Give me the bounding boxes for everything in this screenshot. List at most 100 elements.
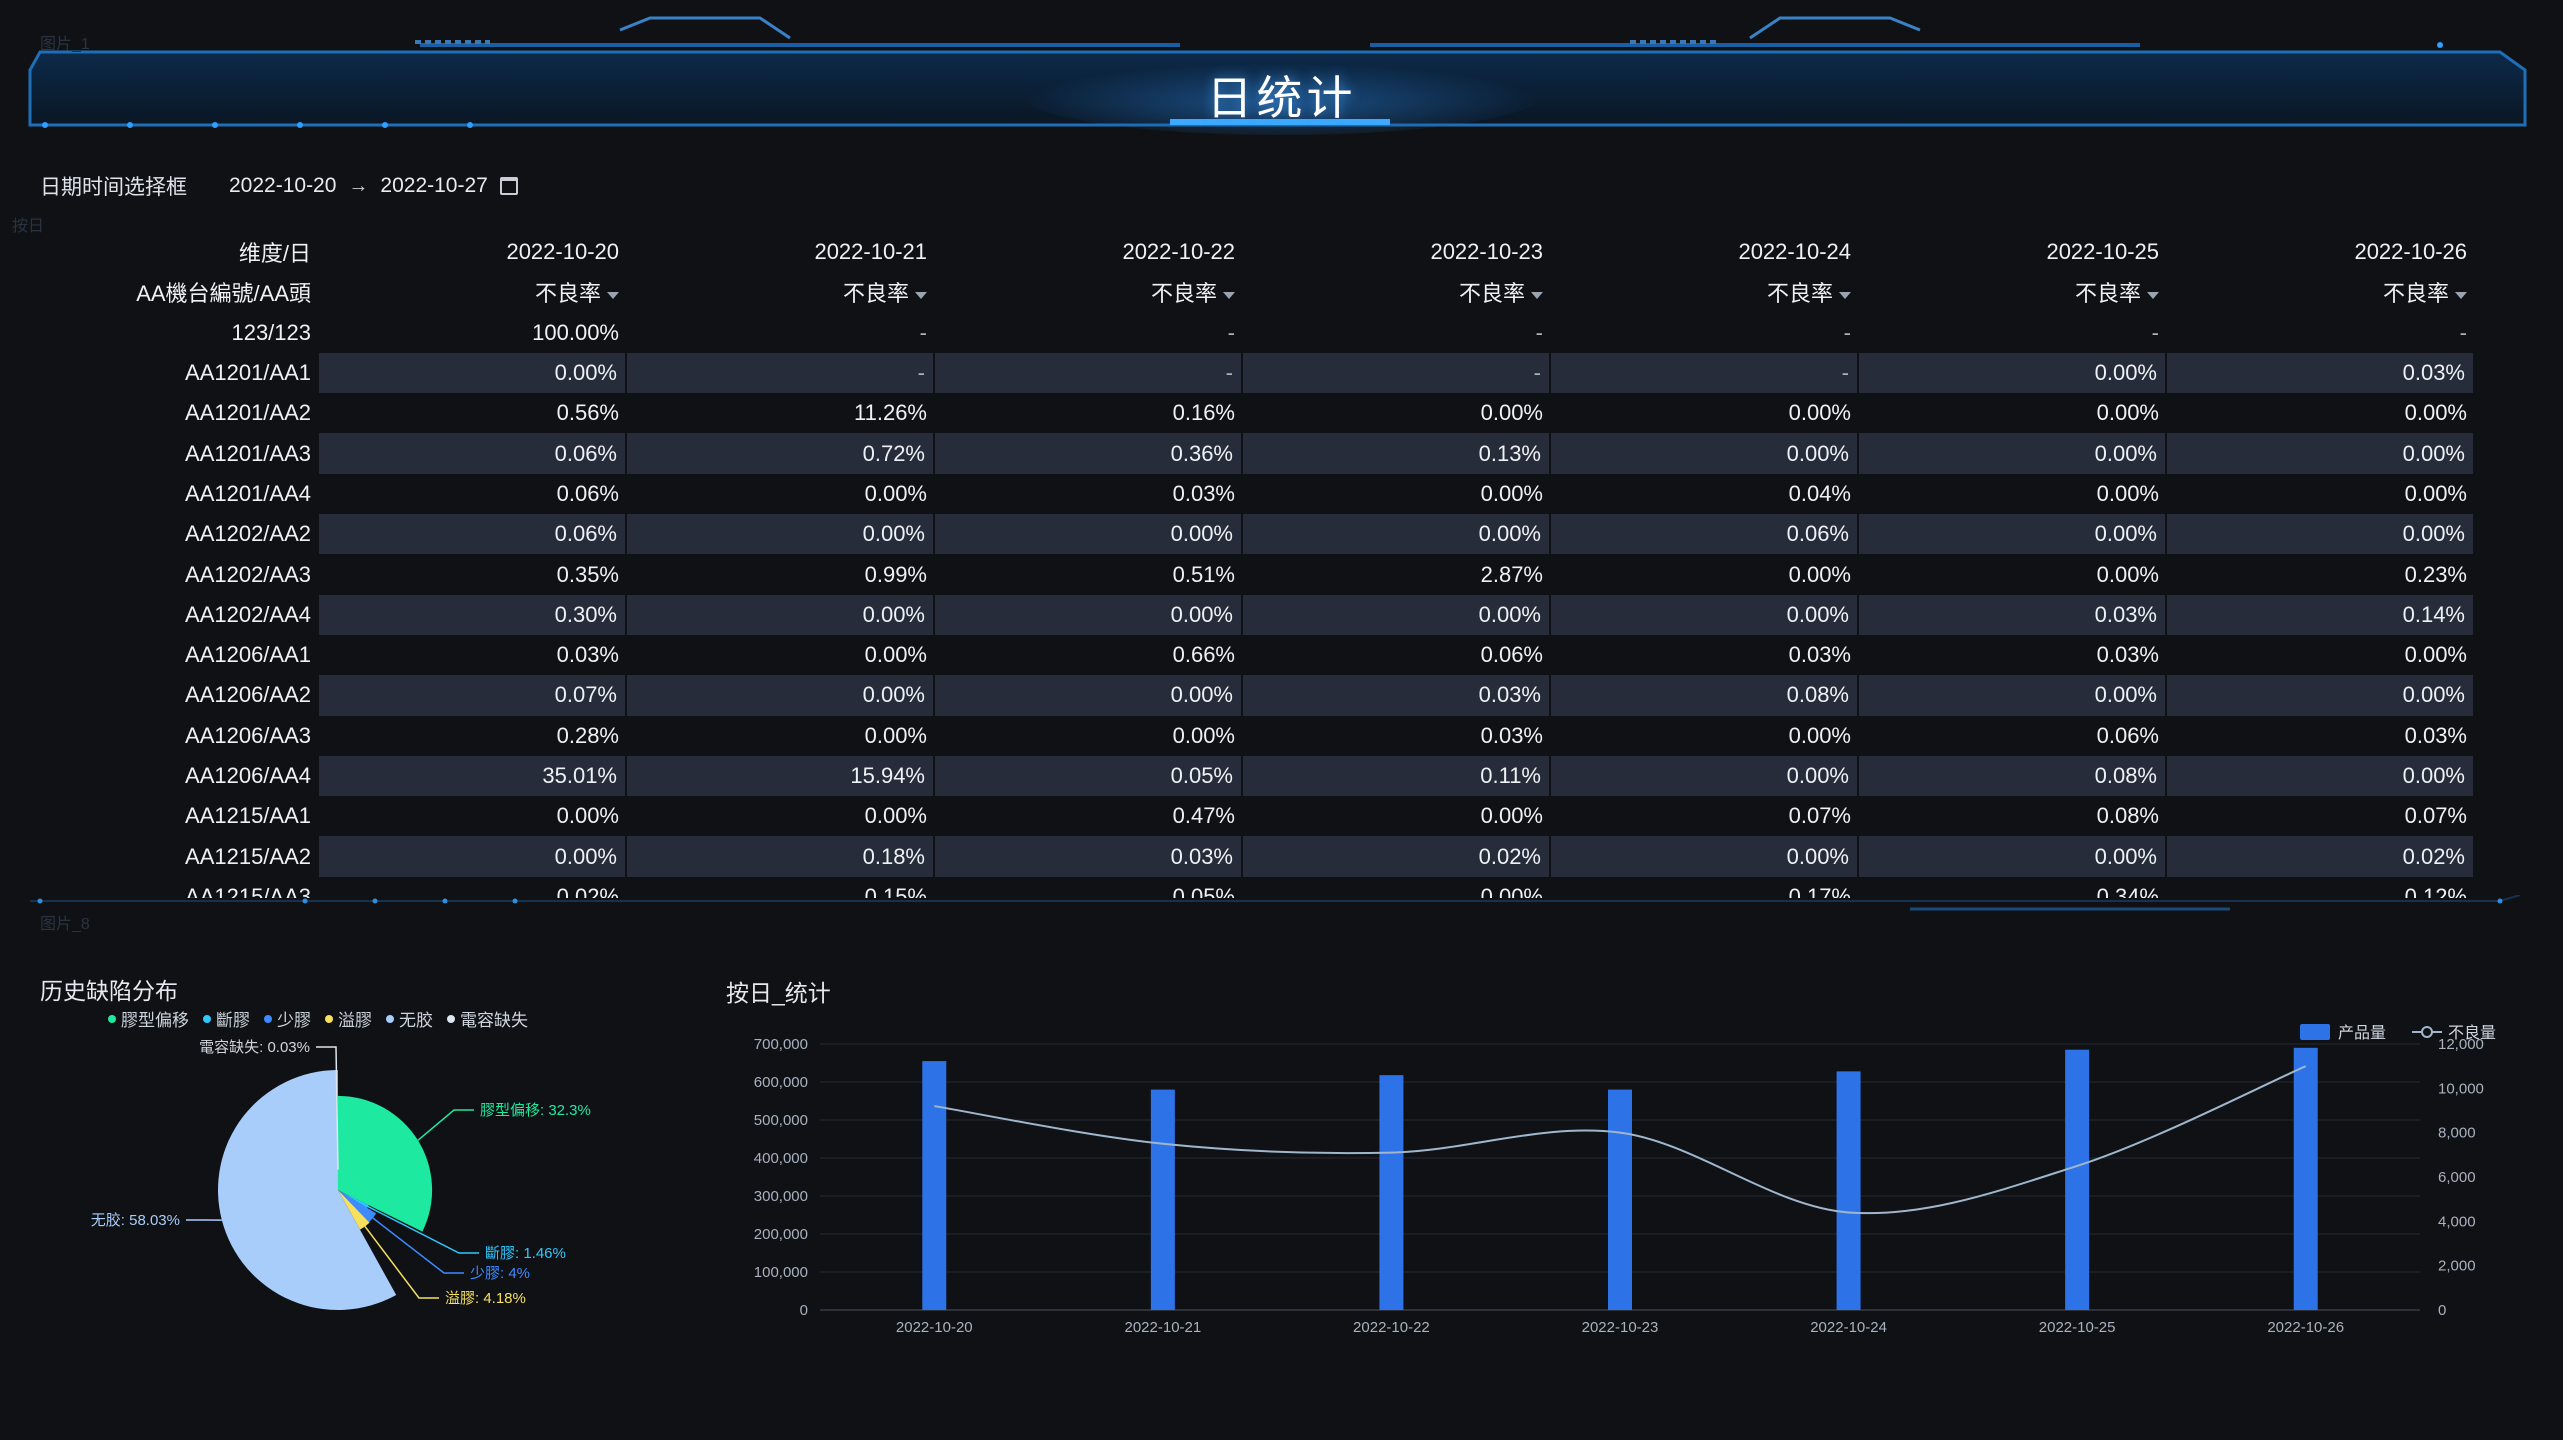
rate-cell: 0.00% [1551,594,1859,635]
pie-leader-line [316,1046,339,1170]
table-row[interactable]: 123/123 100.00% - - - - - - [120,313,2475,353]
calendar-icon[interactable] [499,177,518,195]
end-date-input[interactable]: 2022-10-27 [380,174,488,197]
rate-cell: 0.00% [1788,561,1851,587]
rate-cell: 0.00% [627,675,935,716]
rate-cell: 0.06% [556,480,619,506]
pie-legend-item[interactable]: 无胶 [386,1006,433,1031]
rate-cell: 0.12% [2404,883,2467,898]
section-divider [30,895,2521,911]
rate-cell: - [627,352,935,394]
bar-product-qty[interactable] [922,1061,947,1310]
pie-legend-item[interactable]: 電容缺失 [447,1006,528,1031]
legend-label: 電容缺失 [460,1011,528,1030]
metric-sort-header[interactable]: 不良率 [319,272,627,312]
pie-legend-item[interactable]: 少膠 [264,1006,311,1031]
metric-sort-header[interactable]: 不良率 [935,272,1243,312]
caret-down-icon[interactable] [2455,292,2467,300]
caret-down-icon[interactable] [1531,292,1543,300]
bar-product-qty[interactable] [1150,1089,1175,1310]
rate-cell: 0.00% [2167,433,2475,474]
start-date-input[interactable]: 2022-10-20 [229,174,337,197]
table-row[interactable]: AA1202/AA4 0.30% 0.00% 0.00% 0.00% 0.00% 0.03%… [120,594,2475,635]
rate-cell: - [919,319,927,345]
bar-product-qty[interactable] [1836,1071,1861,1310]
table-row[interactable]: AA1201/AA1 0.00% - - - -0.00% 0.03% [120,352,2475,394]
rate-cell: 0.08% [2096,803,2159,829]
line-defect-qty[interactable] [934,1065,2307,1215]
pie-slice[interactable] [338,1095,433,1232]
caret-down-icon[interactable] [607,292,619,300]
rate-cell: 0.02% [1243,836,1551,877]
table-row[interactable]: AA1206/AA1 0.03% 0.00% 0.66% 0.06% 0.03% 0.03%… [120,635,2475,675]
table-row[interactable]: AA1215/AA2 0.00% 0.18% 0.03% 0.02% 0.00% 0.00%… [120,836,2475,877]
caret-down-icon[interactable] [1839,292,1851,300]
pie-leader-line [367,1205,479,1254]
metric-sort-header[interactable]: 不良率 [1551,272,1859,312]
metric-sort-header[interactable]: 不良率 [2167,272,2475,312]
legend-dot-icon [447,1014,455,1023]
table-row[interactable]: AA1201/AA4 0.06% 0.00% 0.03% 0.00% 0.04% 0.00%… [120,474,2475,514]
pie-slice[interactable] [338,1190,370,1230]
table-row[interactable]: AA1202/AA3 0.35% 0.99% 0.51% 2.87% 0.00% 0.00%… [120,554,2475,594]
pie-legend-item[interactable]: 膠型偏移 [108,1006,189,1031]
table-row[interactable]: AA1206/AA4 35.01% 15.94% 0.05% 0.11% 0.00% 0.0… [120,755,2475,797]
pie-slice[interactable] [218,1070,397,1310]
row-label: AA1201/AA1 [185,360,311,386]
y-left-tick-label: 300,000 [754,1188,808,1205]
rate-cell: 0.07% [319,675,627,716]
corner-machine-head: AA機台編號/AA頭 [136,281,311,307]
watermark-bottom: 图片_8 [40,916,90,933]
table-row[interactable]: AA1202/AA2 0.06% 0.00% 0.00% 0.00% 0.06% 0.00%… [120,514,2475,555]
bar-product-qty[interactable] [2065,1049,2090,1310]
bar-product-qty[interactable] [1608,1089,1632,1310]
y-right-tick-label: 2,000 [2438,1258,2476,1275]
legend-dot-icon [386,1014,394,1023]
date-header: 2022-10-23 [1430,239,1543,265]
defect-rate-table: 维度/日 2022-10-20 2022-10-21 2022-10-22 20… [120,232,2475,898]
pie-legend-item[interactable]: 溢膠 [325,1006,372,1031]
rate-cell: 0.35% [556,561,619,587]
legend-label: 少膠 [277,1011,311,1030]
rate-cell: 0.00% [1788,722,1851,748]
y-left-tick-label: 600,000 [754,1074,808,1091]
combo-legend[interactable]: 产品量 不良量 [2300,1024,2496,1042]
bar-product-qty[interactable] [1379,1075,1404,1310]
legend-line-marker-icon [2421,1026,2433,1038]
header-frame: 图片_1 日统计 [0,0,2563,140]
rate-cell: 0.00% [2167,514,2475,555]
metric-label: 不良率 [1150,281,1217,307]
x-tick-label: 2022-10-22 [1353,1319,1430,1336]
pie-slice-label: 膠型偏移: 32.3% [480,1102,591,1119]
metric-sort-header[interactable]: 不良率 [627,272,935,312]
rate-cell: 0.03% [2404,722,2467,748]
table-row[interactable]: AA1201/AA3 0.06% 0.72% 0.36% 0.13% 0.00% 0.00%… [120,433,2475,474]
metric-sort-header[interactable]: 不良率 [1243,272,1551,312]
pie-slice[interactable] [338,1190,377,1223]
rate-cell: 0.00% [2167,675,2475,716]
bar-product-qty[interactable] [2293,1047,2318,1310]
y-right-tick-label: 8,000 [2438,1125,2476,1142]
pie-slice[interactable] [338,1190,369,1208]
rate-cell: 0.00% [627,514,935,555]
table-row[interactable]: AA1206/AA2 0.07% 0.00% 0.00% 0.03% 0.08% 0.00%… [120,675,2475,716]
rate-cell: 0.00% [1551,755,1859,797]
rate-cell: 0.07% [1788,803,1851,829]
pivot-table-container[interactable]: 维度/日 2022-10-20 2022-10-21 2022-10-22 20… [120,232,2475,898]
y-right-tick-label: 12,000 [2438,1036,2484,1053]
table-row[interactable]: AA1215/AA3 0.02% 0.15% 0.05% 0.00% 0.17% 0.34%… [120,877,2475,898]
pie-legend-item[interactable]: 斷膠 [203,1006,250,1031]
table-row[interactable]: AA1206/AA3 0.28% 0.00% 0.00% 0.03% 0.00% 0.06%… [120,716,2475,756]
caret-down-icon[interactable] [2147,292,2159,300]
pie-leader-line [417,1109,474,1141]
date-range-picker[interactable]: 日期时间选择框 2022-10-20 → 2022-10-27 [40,166,518,206]
metric-sort-header[interactable]: 不良率 [1859,272,2167,312]
caret-down-icon[interactable] [915,292,927,300]
rate-cell: 0.03% [1480,722,1543,748]
caret-down-icon[interactable] [1223,292,1235,300]
table-row[interactable]: AA1201/AA2 0.56% 11.26% 0.16% 0.00% 0.00% 0.00… [120,393,2475,433]
table-row[interactable]: AA1215/AA1 0.00% 0.00% 0.47% 0.00% 0.07% 0.08%… [120,796,2475,836]
y-left-tick-label: 200,000 [754,1226,808,1243]
rate-cell: 0.00% [1551,433,1859,474]
rate-cell: 0.00% [1788,400,1851,426]
